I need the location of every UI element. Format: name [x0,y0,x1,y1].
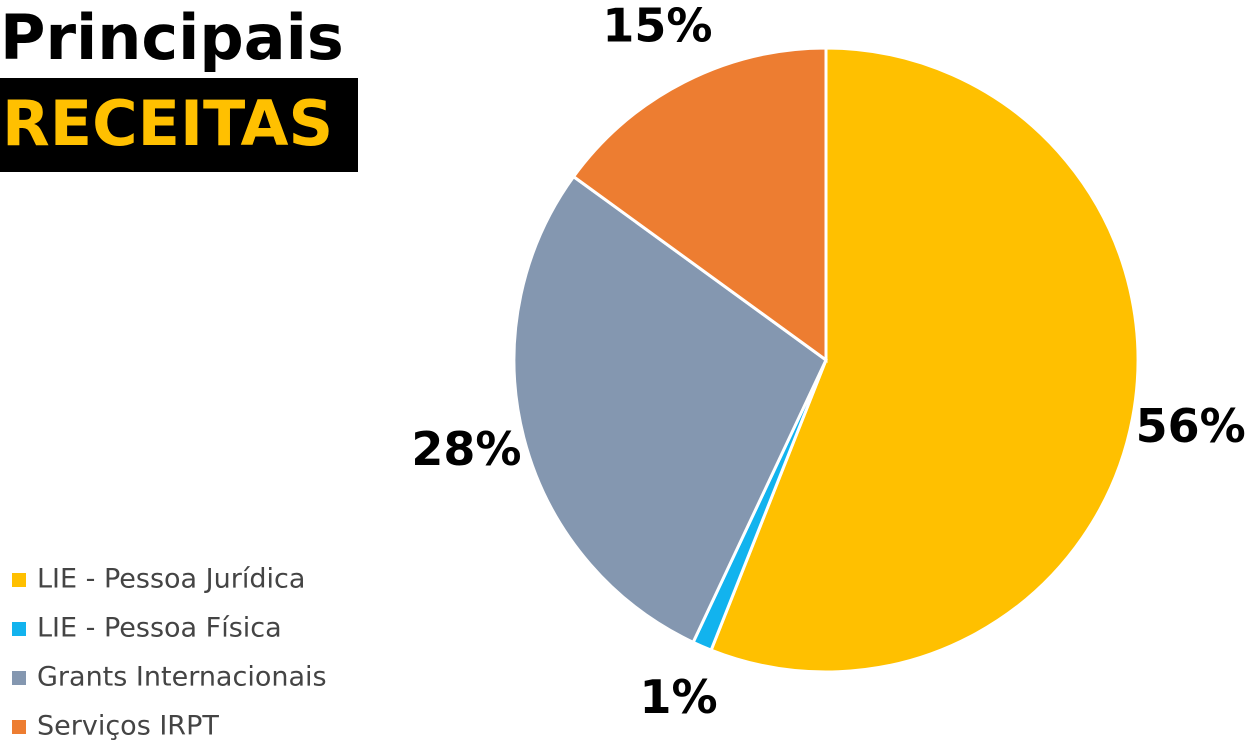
legend-swatch [12,720,26,734]
pie-slice [709,46,1140,674]
pie-slice [571,46,828,363]
value-label: 28% [411,422,521,476]
legend-swatch [12,671,26,685]
legend-label: LIE - Pessoa Jurídica [37,564,305,595]
legend-label: LIE - Pessoa Física [37,613,282,644]
value-label: 15% [602,0,712,53]
value-label: 1% [639,670,717,724]
chart-title: Principais [0,1,344,74]
legend-label: Grants Internacionais [37,662,327,693]
legend-swatch [12,622,26,636]
value-label: 56% [1136,399,1246,453]
legend-swatch [12,573,26,587]
pie-slice [512,174,828,645]
subtitle-background [0,78,358,172]
legend-label: Serviços IRPT [37,711,219,740]
chart-subtitle: RECEITAS [2,87,333,160]
